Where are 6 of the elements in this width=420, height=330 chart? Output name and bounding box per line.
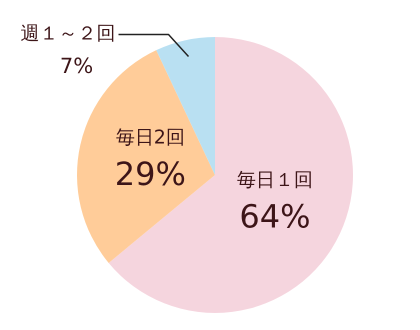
slice-label: 毎日2回 (116, 126, 185, 148)
data-label: 29% (114, 154, 186, 193)
data-label: 64% (239, 198, 310, 236)
data-label: 7% (60, 54, 94, 78)
slice-label: 週１～２回 (20, 22, 116, 44)
slice-label: 毎日１回 (236, 169, 313, 192)
